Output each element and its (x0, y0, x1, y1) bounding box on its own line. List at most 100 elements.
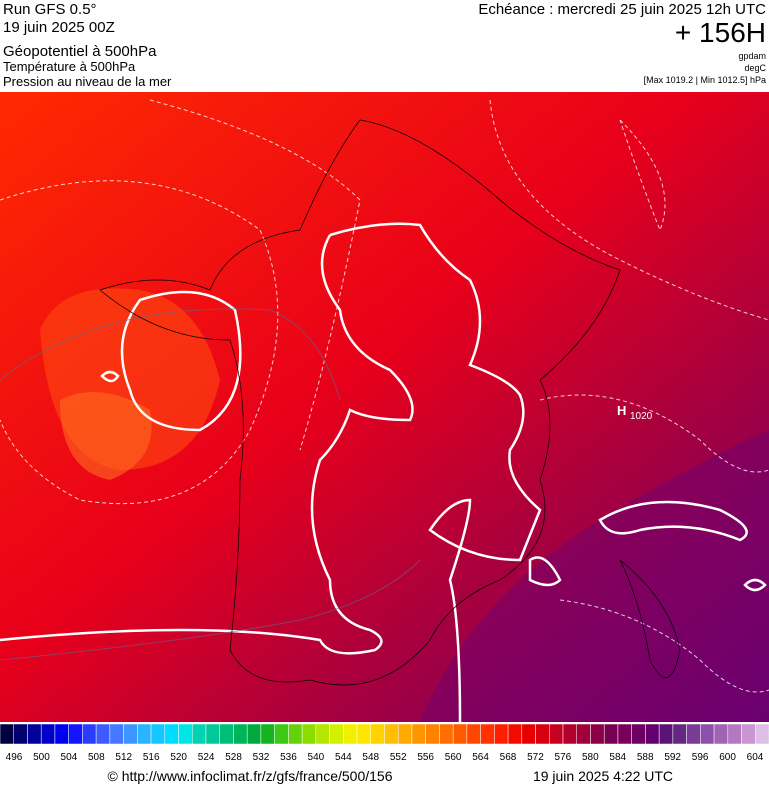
footer-url: © http://www.infoclimat.fr/z/gfs/france/… (108, 768, 393, 784)
high-value: 1020 (630, 411, 653, 422)
scale-swatch (494, 723, 509, 745)
scale-label: 572 (527, 752, 544, 763)
scale-swatch (40, 723, 56, 745)
scale-swatch (164, 723, 179, 745)
title: Géopotentiel à 500hPa (3, 43, 157, 60)
scale-swatch (713, 723, 729, 745)
scale-label: 592 (664, 752, 681, 763)
scale-label: 556 (417, 752, 434, 763)
scale-swatch (741, 723, 756, 745)
scale-swatch (150, 723, 166, 745)
map: H 1020 (0, 92, 769, 723)
scale-swatch (260, 723, 275, 745)
scale-swatch (645, 723, 660, 745)
scale-swatch (315, 723, 330, 745)
scale-swatch (54, 723, 69, 745)
footer-time: 19 juin 2025 4:22 UTC (533, 768, 673, 784)
unit: degC (744, 63, 766, 73)
forecast: Echéance : mercredi 25 juin 2025 12h UTC (478, 1, 766, 18)
subtitle: Température à 500hPa (3, 59, 136, 74)
forecast-hour: + 156H (675, 17, 766, 48)
scale-swatch (590, 723, 605, 745)
scale-swatch (507, 723, 523, 745)
scale-swatch (329, 723, 344, 745)
scale-swatch (411, 723, 426, 745)
scale-swatch (27, 723, 42, 745)
scale-swatch (480, 723, 495, 745)
scale-label: 496 (6, 752, 23, 763)
isotherms (0, 99, 769, 693)
scale-swatch (123, 723, 138, 745)
scale-label: 576 (555, 752, 572, 763)
scale-swatch (205, 723, 220, 745)
scale-label: 524 (198, 752, 215, 763)
scale-swatch (13, 723, 28, 745)
scale-label: 544 (335, 752, 352, 763)
scale-swatch (439, 723, 454, 745)
scale-swatch (356, 723, 372, 745)
color-scale: 496 500 504 508 512 516 520 524 528 532 536 540 544 5… (0, 723, 769, 763)
scale-label: 516 (143, 752, 160, 763)
scale-label: 528 (225, 752, 242, 763)
subtitle: Pression au niveau de la mer (3, 74, 172, 89)
scale-swatch (68, 723, 83, 745)
scale-swatch (109, 723, 124, 745)
scale-label: 560 (445, 752, 462, 763)
scale-swatch (631, 723, 646, 745)
scale-label: 548 (362, 752, 379, 763)
scale-swatch (192, 723, 207, 745)
scale-label: 584 (609, 752, 626, 763)
run-date: 19 juin 2025 00Z (3, 19, 115, 36)
scale-swatch (452, 723, 468, 745)
scale-swatch (246, 723, 262, 745)
scale-label: 536 (280, 752, 297, 763)
scale-swatch (178, 723, 193, 745)
isohypses (0, 222, 767, 723)
scale-swatch (288, 723, 303, 745)
scale-swatch (672, 723, 687, 745)
scale-swatch (343, 723, 358, 745)
scale-swatch (425, 723, 440, 745)
scale-label: 500 (33, 752, 50, 763)
scale-label: 588 (637, 752, 654, 763)
scale-swatch (521, 723, 536, 745)
scale-swatch (0, 723, 14, 745)
scale-label: 504 (61, 752, 78, 763)
high-symbol: H (617, 403, 626, 418)
unit: gpdam (738, 51, 766, 61)
scale-label: 564 (472, 752, 489, 763)
scale-label: 568 (500, 752, 517, 763)
scale-swatch (727, 723, 742, 745)
scale-swatch (603, 723, 619, 745)
scale-label: 604 (747, 752, 764, 763)
scale-swatch (466, 723, 481, 745)
scale-swatch (397, 723, 413, 745)
scale-swatch (686, 723, 701, 745)
scale-swatch (301, 723, 317, 745)
scale-swatch (576, 723, 591, 745)
scale-swatch (562, 723, 578, 745)
isobars (0, 308, 421, 661)
scale-label: 580 (582, 752, 599, 763)
scale-label: 540 (308, 752, 325, 763)
scale-swatch (219, 723, 234, 745)
warm-area (60, 392, 152, 480)
borders (99, 119, 681, 686)
scale-label: 508 (88, 752, 105, 763)
scale-swatch (549, 723, 564, 745)
scale-label: 552 (390, 752, 407, 763)
scale-label: 532 (253, 752, 270, 763)
scale-label: 520 (170, 752, 187, 763)
scale-swatch (700, 723, 715, 745)
scale-swatch (755, 723, 769, 745)
scale-swatch (274, 723, 289, 745)
scale-swatch (370, 723, 385, 745)
scale-label: 596 (692, 752, 709, 763)
scale-label: 600 (719, 752, 736, 763)
scale-swatch (535, 723, 550, 745)
scale-swatch (658, 723, 674, 745)
scale-swatch (617, 723, 632, 745)
run: Run GFS 0.5° (3, 1, 97, 18)
pressure-range: [Max 1019.2 | Min 1012.5] hPa (644, 75, 766, 85)
